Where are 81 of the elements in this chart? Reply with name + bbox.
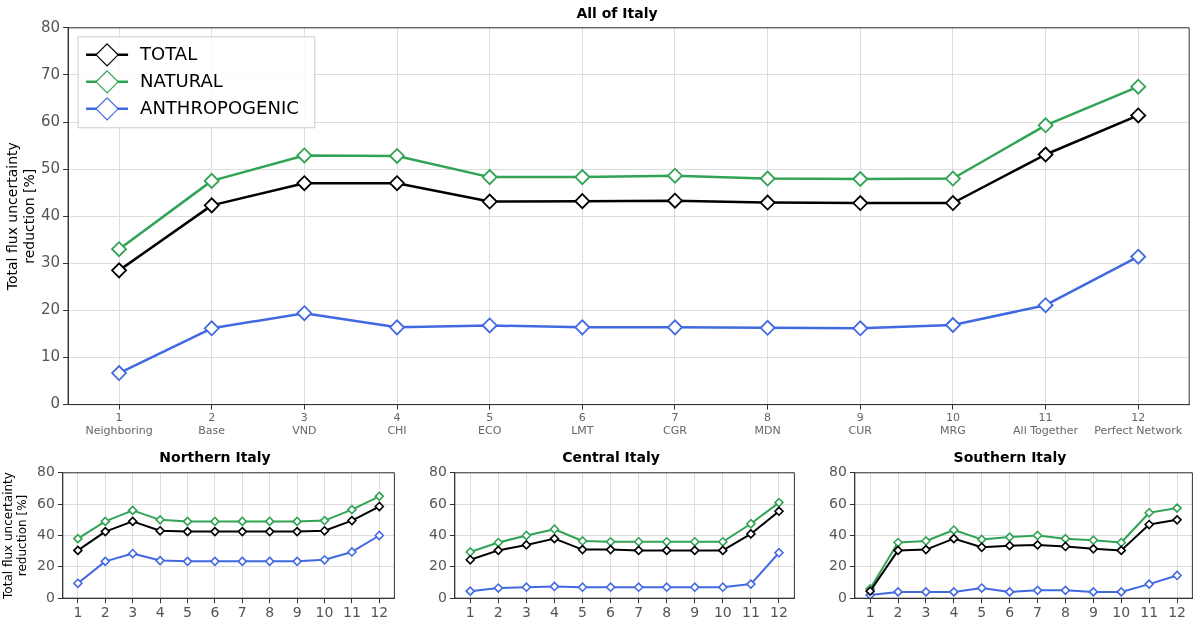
x-tick-label: 4 (549, 604, 559, 621)
chart-title: All of Italy (576, 5, 658, 22)
x-tick-label: 1 (73, 604, 83, 621)
legend-label: ANTHROPOGENIC (140, 97, 299, 119)
x-tick-label: 8 (662, 604, 672, 621)
x-tick-label: 6 (210, 604, 220, 621)
x-tick-label: 12 (370, 604, 389, 621)
y-tick-label: 60 (36, 494, 55, 511)
y-tick-label: 60 (40, 111, 61, 130)
x-tick-label: 11 (343, 604, 361, 621)
x-tick-label: 3 (128, 604, 138, 621)
x-tick-label: 10 (315, 604, 334, 621)
x-tick-label: 5 (183, 604, 192, 621)
x-tick-label: 5 (977, 604, 987, 621)
x-tick-label: 11 All Together (1013, 411, 1079, 438)
y-tick-label: 0 (45, 588, 55, 605)
x-tick-label: 5 ECO (478, 411, 502, 438)
x-tick-label: 6 LMT (571, 411, 594, 438)
x-tick-label: 3 (521, 604, 531, 621)
x-tick-label: 10 (713, 604, 732, 621)
y-tick-label: 0 (50, 394, 61, 413)
y-tick-label: 60 (828, 494, 847, 511)
y-tick-label: 40 (828, 526, 847, 543)
x-tick-label: 7 (634, 604, 644, 621)
x-tick-label: 3 VND (292, 411, 317, 438)
x-tick-label: 12 Perfect Network (1094, 411, 1183, 438)
x-tick-label: 1 (865, 604, 875, 621)
y-tick-label: 20 (40, 300, 61, 319)
x-tick-label: 12 (770, 604, 788, 621)
y-axis-title: Total flux uncertainty reduction [%] (4, 142, 38, 292)
y-tick-label: 20 (36, 557, 55, 574)
x-tick-label: 1 (465, 604, 475, 621)
y-tick-label: 80 (828, 463, 847, 480)
x-tick-label: 9 (292, 604, 302, 621)
chart-title: Northern Italy (159, 449, 271, 466)
y-tick-label: 70 (40, 64, 61, 83)
y-axis-title: Total flux uncertainty reduction [%] (1, 472, 30, 600)
y-tick-label: 20 (828, 557, 847, 574)
legend-label: NATURAL (140, 70, 223, 92)
x-tick-label: 8 MDN (754, 411, 781, 438)
x-tick-label: 3 (921, 604, 931, 621)
legend-label: TOTAL (139, 43, 198, 65)
x-tick-label: 8 (265, 604, 275, 621)
x-tick-label: 2 (893, 604, 903, 621)
x-tick-label: 9 (1088, 604, 1098, 621)
x-tick-label: 6 (1005, 604, 1015, 621)
x-tick-label: 2 (100, 604, 110, 621)
y-tick-label: 0 (837, 588, 847, 605)
y-tick-label: 60 (428, 494, 447, 511)
y-tick-label: 80 (428, 463, 447, 480)
y-tick-label: 80 (40, 17, 61, 36)
y-tick-label: 20 (428, 557, 447, 574)
x-tick-label: 6 (606, 604, 616, 621)
y-tick-label: 30 (40, 253, 61, 272)
y-tick-label: 40 (40, 206, 61, 225)
y-tick-label: 40 (428, 526, 447, 543)
y-tick-label: 0 (437, 588, 447, 605)
y-tick-label: 10 (40, 347, 61, 366)
x-tick-label: 10 MRG (940, 411, 966, 438)
x-tick-label: 2 (493, 604, 503, 621)
chart-title: Southern Italy (953, 449, 1067, 466)
x-tick-label: 11 (741, 604, 760, 621)
x-tick-label: 12 (1168, 604, 1186, 621)
x-tick-label: 11 (1140, 604, 1159, 621)
x-tick-label: 7 (1033, 604, 1043, 621)
chart-title: Central Italy (562, 449, 660, 466)
x-tick-label: 4 (949, 604, 959, 621)
x-tick-label: 4 (155, 604, 165, 621)
x-tick-label: 8 (1061, 604, 1070, 621)
x-tick-label: 9 CUR (848, 411, 873, 438)
y-tick-label: 40 (36, 526, 55, 543)
x-tick-label: 7 (237, 604, 247, 621)
x-tick-label: 4 CHI (387, 411, 407, 438)
x-tick-label: 10 (1112, 604, 1131, 621)
x-tick-label: 1 Neighboring (85, 411, 153, 438)
x-tick-label: 7 CGR (663, 411, 688, 438)
y-tick-label: 50 (40, 158, 61, 177)
x-tick-label: 2 Base (198, 411, 226, 438)
x-tick-label: 5 (578, 604, 587, 621)
y-tick-label: 80 (36, 463, 55, 480)
x-tick-label: 9 (690, 604, 700, 621)
